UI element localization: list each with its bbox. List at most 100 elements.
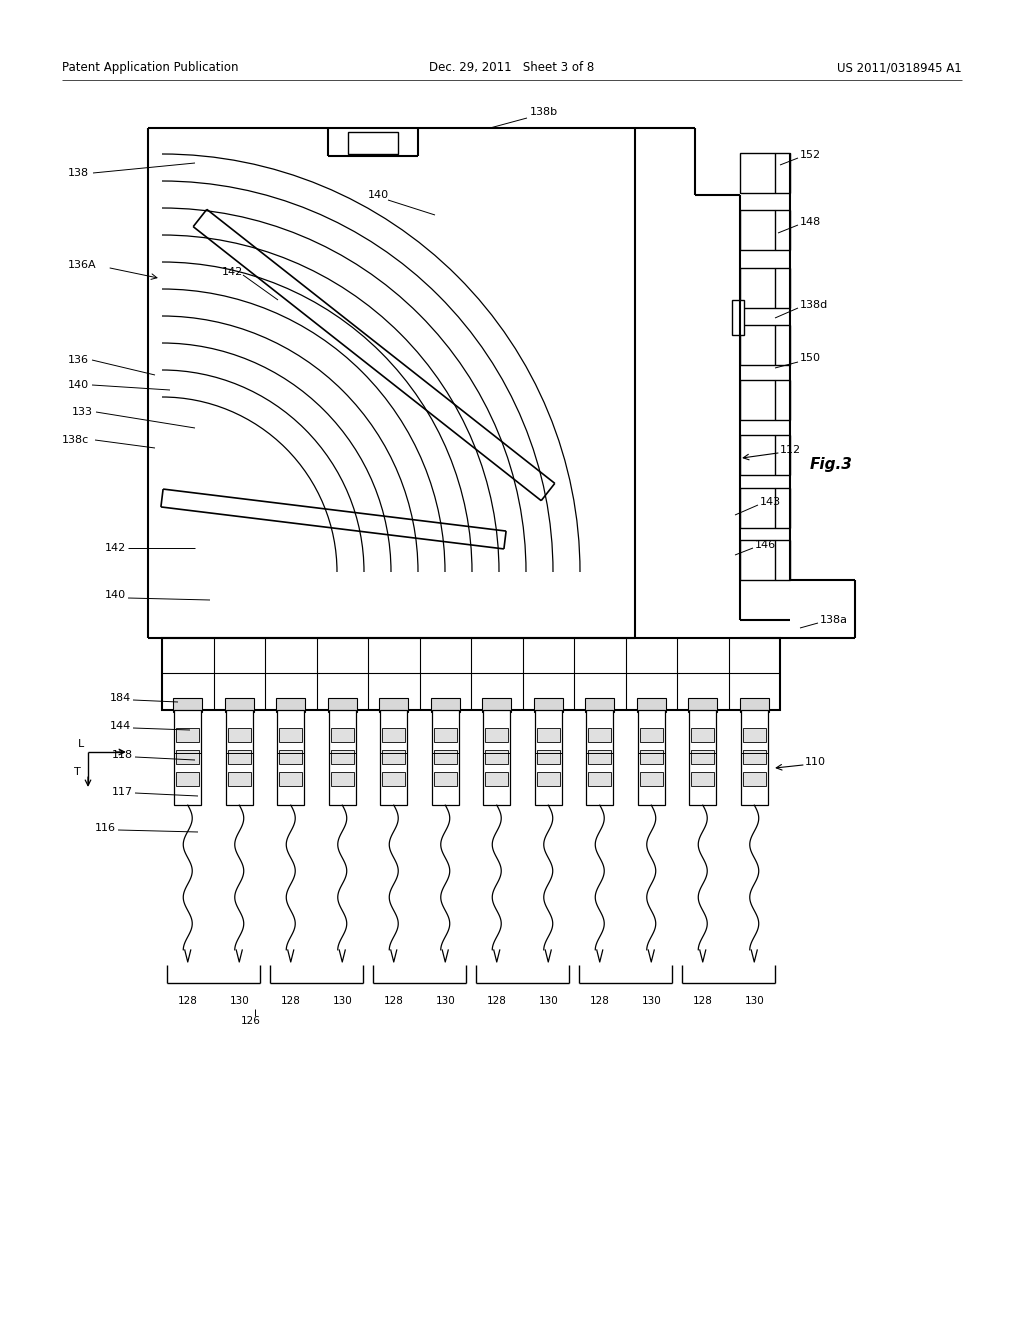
Bar [740,380,775,420]
Text: 184: 184 [110,693,131,704]
Text: 130: 130 [333,997,352,1006]
Bar [485,750,508,764]
Text: 130: 130 [539,997,558,1006]
Text: 146: 146 [755,540,776,550]
Bar [537,750,560,764]
Bar [640,772,663,785]
Text: 140: 140 [105,590,126,601]
Text: 152: 152 [800,150,821,160]
Bar [640,750,663,764]
Bar [740,710,768,805]
Text: 136A: 136A [68,260,96,271]
Text: 116: 116 [95,822,116,833]
Bar [589,772,611,785]
Bar [637,698,666,711]
Bar [740,325,775,366]
Bar [638,710,665,805]
Bar [534,698,563,711]
Bar [331,772,353,785]
Bar [732,300,744,335]
Text: 128: 128 [384,997,403,1006]
Text: Fig.3: Fig.3 [810,458,853,473]
Bar [691,729,714,742]
Text: 150: 150 [800,352,821,363]
Bar [174,710,201,805]
Bar [434,729,457,742]
Bar [537,772,560,785]
Text: Dec. 29, 2011   Sheet 3 of 8: Dec. 29, 2011 Sheet 3 of 8 [429,62,595,74]
Bar [640,729,663,742]
Bar [742,772,766,785]
Text: 148: 148 [800,216,821,227]
Bar [380,710,408,805]
Text: 138d: 138d [800,300,828,310]
Text: 117: 117 [112,787,133,797]
Bar [740,153,775,193]
Bar [228,772,251,785]
Text: 133: 133 [72,407,93,417]
Bar [432,710,459,805]
Text: US 2011/0318945 A1: US 2011/0318945 A1 [838,62,962,74]
Bar [228,750,251,764]
Text: 112: 112 [780,445,801,455]
Bar [535,710,561,805]
Text: 138c: 138c [62,436,89,445]
Bar [280,729,302,742]
Bar [537,729,560,742]
Bar [176,772,199,785]
Bar [485,772,508,785]
Bar [483,710,510,805]
Text: 130: 130 [435,997,455,1006]
Bar [331,729,353,742]
Bar [740,540,775,579]
Text: 142: 142 [105,543,126,553]
Bar [742,750,766,764]
Text: 144: 144 [110,721,131,731]
Bar [276,698,305,711]
Bar [482,698,511,711]
Bar [328,698,356,711]
Text: 138: 138 [68,168,89,178]
Text: 126: 126 [241,1016,261,1026]
Bar [162,638,780,710]
Bar [176,729,199,742]
Bar [691,772,714,785]
Bar [691,750,714,764]
Bar [280,772,302,785]
Bar [379,698,409,711]
Bar [348,132,398,154]
Text: 128: 128 [590,997,609,1006]
Bar [740,436,775,475]
Bar [228,729,251,742]
Bar [485,729,508,742]
Text: 138a: 138a [820,615,848,624]
Bar [382,772,406,785]
Text: 128: 128 [486,997,507,1006]
Text: 128: 128 [178,997,198,1006]
Bar [589,729,611,742]
Text: 130: 130 [229,997,249,1006]
Bar [689,710,716,805]
Bar [434,750,457,764]
Bar [742,729,766,742]
Text: L: L [78,739,84,748]
Bar [225,698,254,711]
Text: 142: 142 [222,267,244,277]
Bar [280,750,302,764]
Bar [431,698,460,711]
Bar [278,710,304,805]
Text: 136: 136 [68,355,89,366]
Bar [589,750,611,764]
Text: 128: 128 [693,997,713,1006]
Bar [434,772,457,785]
Bar [382,750,406,764]
Bar [226,710,253,805]
Bar [740,268,775,308]
Bar [331,750,353,764]
Bar [586,698,614,711]
Bar [382,729,406,742]
Text: 110: 110 [805,756,826,767]
Bar [176,750,199,764]
Bar [329,710,355,805]
Bar [739,698,769,711]
